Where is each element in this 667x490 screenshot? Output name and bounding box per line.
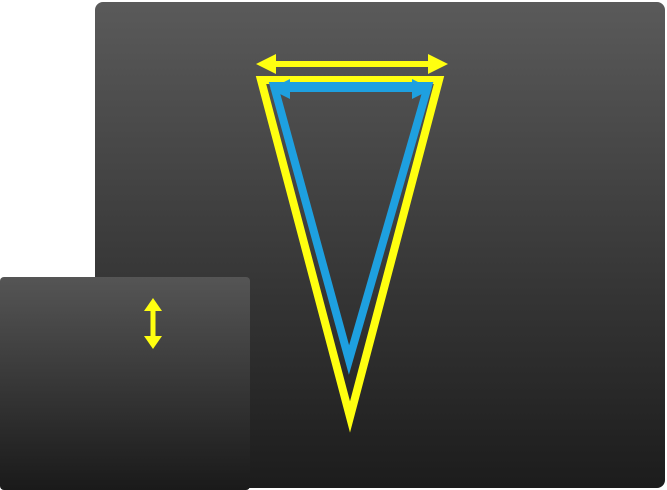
arrow-head <box>428 54 448 74</box>
arrow-head <box>270 79 290 99</box>
arrow-head <box>144 336 162 349</box>
annotation-shapes <box>255 54 448 433</box>
arrow-head <box>256 54 276 74</box>
yellow-triangle <box>255 76 445 433</box>
arrow-head <box>144 298 162 311</box>
inset-panel <box>0 277 250 490</box>
arrow-head <box>412 79 432 99</box>
